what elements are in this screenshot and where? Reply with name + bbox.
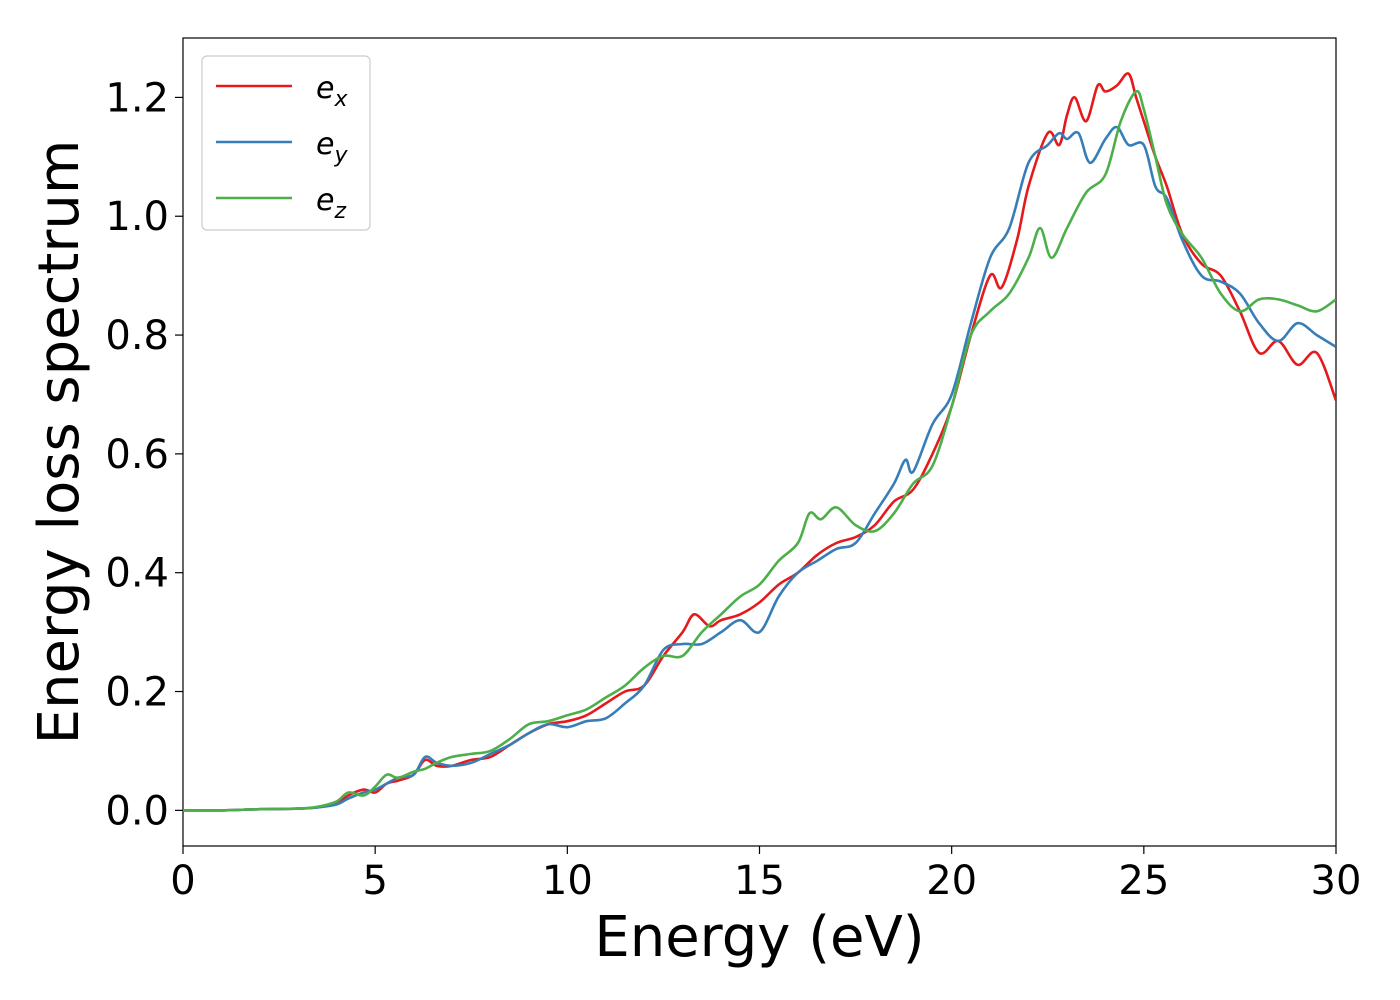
legend-label-z: ez bbox=[316, 183, 346, 224]
y-tick-label: 0.8 bbox=[105, 313, 169, 359]
y-tick-label: 0.4 bbox=[105, 551, 169, 597]
x-tick-label: 25 bbox=[1118, 858, 1169, 904]
y-tick-label: 0.2 bbox=[105, 670, 169, 716]
series-layer bbox=[183, 72, 1336, 812]
legend-label-y: ey bbox=[316, 127, 348, 168]
x-axis: 0 5 10 15 20 25 30 bbox=[170, 846, 1361, 904]
y-axis-label: Energy loss spectrum bbox=[27, 140, 92, 745]
x-tick-label: 0 bbox=[170, 858, 195, 904]
y-tick-label: 1.0 bbox=[105, 194, 169, 240]
x-tick-label: 10 bbox=[542, 858, 593, 904]
y-axis: 0.0 0.2 0.4 0.6 0.8 1.0 1.2 bbox=[105, 75, 183, 834]
series-line-y bbox=[183, 125, 1336, 812]
x-tick-label: 20 bbox=[926, 858, 977, 904]
y-tick-label: 1.2 bbox=[105, 75, 169, 121]
x-axis-label: Energy (eV) bbox=[594, 905, 924, 970]
y-tick-label: 0.6 bbox=[105, 432, 169, 478]
legend-label-x: ex bbox=[316, 71, 348, 112]
legend: ex ey ez bbox=[201, 55, 371, 231]
x-tick-label: 30 bbox=[1311, 858, 1362, 904]
y-tick-label: 0.0 bbox=[105, 788, 169, 834]
series-line-z bbox=[183, 89, 1336, 812]
x-tick-label: 15 bbox=[734, 858, 785, 904]
x-tick-label: 5 bbox=[362, 858, 387, 904]
